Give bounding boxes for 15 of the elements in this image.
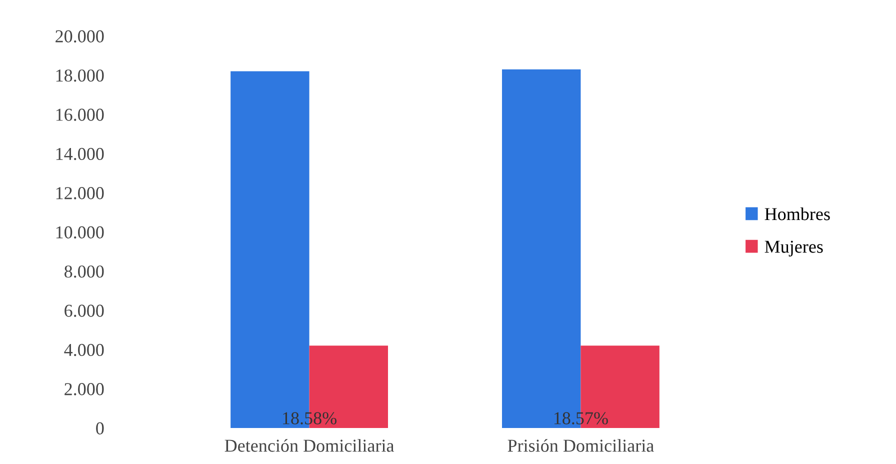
y-tick-label: 12.000	[56, 187, 104, 200]
y-tick-label: 2.000	[64, 383, 104, 396]
y-tick-label: 16.000	[56, 108, 104, 121]
y-tick-label: 8.000	[64, 265, 104, 278]
y-tick-label: 4.000	[64, 344, 104, 356]
y-tick-label: 18.000	[56, 69, 104, 82]
y-tick-label: 10.000	[56, 226, 104, 239]
legend-label: Mujeres	[764, 240, 823, 256]
legend-label: Hombres	[764, 208, 830, 220]
x-tick-label: Detención Domiciliaria	[224, 439, 394, 452]
x-tick-label: Prisión Domiciliaria	[508, 439, 654, 452]
y-tick-label: 14.000	[56, 148, 104, 160]
y-tick-label: 6.000	[64, 304, 104, 317]
y-tick-label: 20.000	[56, 30, 104, 43]
y-tick-label: 0	[96, 422, 104, 434]
